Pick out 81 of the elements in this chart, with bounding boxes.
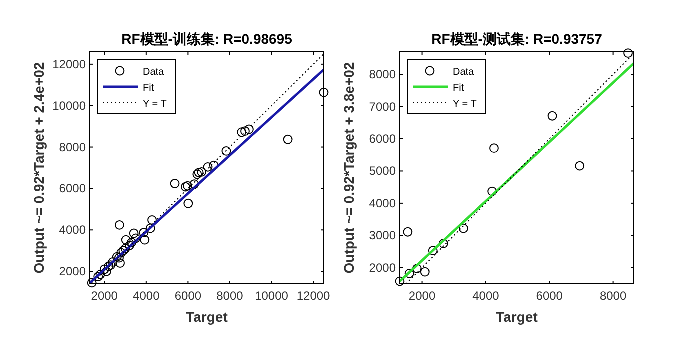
y-tick-label: 2000 [369, 260, 396, 275]
y-tick-label: 4000 [59, 223, 86, 238]
x-axis-title: Target [496, 309, 538, 325]
point [412, 264, 422, 274]
point [395, 276, 405, 286]
point [438, 239, 448, 248]
point [127, 238, 136, 248]
legend-label: Fit [453, 83, 464, 94]
point [488, 186, 498, 196]
point [148, 216, 157, 225]
point [624, 48, 633, 58]
point [458, 224, 468, 234]
y-tick-label: 8000 [59, 140, 86, 154]
y-axis-title: Output ~= 0.92*Target + 2.4e+02 [31, 62, 47, 274]
legend-label: Y = T [453, 99, 477, 110]
point [319, 88, 329, 98]
point [170, 179, 180, 188]
chart-title: RF模型-训练集: R=0.98695 [122, 31, 293, 47]
x-tick-label: 4000 [133, 289, 160, 303]
chart-title: RF模型-测试集: R=0.93757 [432, 31, 603, 47]
point [129, 228, 139, 238]
point [403, 227, 413, 237]
x-tick-label: 8000 [216, 289, 244, 303]
x-axis-title: Target [186, 309, 228, 325]
point [222, 146, 232, 156]
point [96, 270, 106, 280]
point [575, 161, 585, 171]
point [100, 264, 110, 274]
y-tick-label: 4000 [369, 196, 396, 210]
x-tick-label: 8000 [600, 289, 627, 303]
point [240, 126, 250, 136]
point [548, 111, 558, 121]
point [244, 124, 254, 134]
point [114, 220, 124, 230]
y-tick-label: 5000 [369, 164, 396, 178]
point [197, 167, 206, 177]
point [180, 182, 190, 192]
point [114, 253, 124, 263]
x-tick-label: 4000 [472, 289, 500, 303]
y-tick-label: 6000 [59, 182, 86, 196]
y-tick-label: 3000 [369, 228, 396, 243]
point [146, 224, 156, 234]
x-tick-label: 12000 [296, 289, 331, 303]
y-tick-label: 6000 [369, 132, 396, 146]
y-tick-label: 2000 [59, 264, 86, 279]
point [139, 228, 149, 238]
point [183, 181, 192, 191]
point [140, 235, 150, 245]
legend-label: Fit [143, 83, 154, 94]
point [283, 134, 293, 144]
y-tick-label: 7000 [369, 100, 396, 114]
legend-label: Data [143, 67, 165, 78]
x-tick-label: 2000 [91, 289, 118, 303]
point [428, 246, 438, 256]
point [237, 128, 247, 138]
point [94, 272, 104, 282]
y-axis-title: Output ~= 0.92*Target + 3.8e+02 [341, 62, 357, 274]
legend-label: Y = T [143, 99, 167, 110]
point [420, 267, 430, 277]
point [190, 180, 200, 190]
y-tick-label: 10000 [52, 98, 86, 113]
x-tick-label: 6000 [174, 289, 202, 303]
point [131, 234, 141, 244]
point [102, 266, 112, 276]
x-tick-label: 2000 [408, 289, 436, 303]
point [87, 278, 97, 288]
point [184, 198, 194, 208]
point [404, 268, 414, 278]
y-tick-label: 8000 [369, 68, 396, 82]
point [116, 258, 125, 268]
point [120, 244, 130, 254]
x-tick-label: 10000 [255, 289, 289, 303]
legend-label: Data [453, 67, 475, 78]
point [203, 162, 213, 172]
point [124, 240, 134, 250]
point [490, 144, 499, 154]
point [108, 258, 118, 267]
point [112, 252, 122, 262]
y-tick-label: 12000 [52, 57, 86, 72]
x-tick-label: 6000 [536, 289, 564, 303]
point [121, 235, 131, 245]
